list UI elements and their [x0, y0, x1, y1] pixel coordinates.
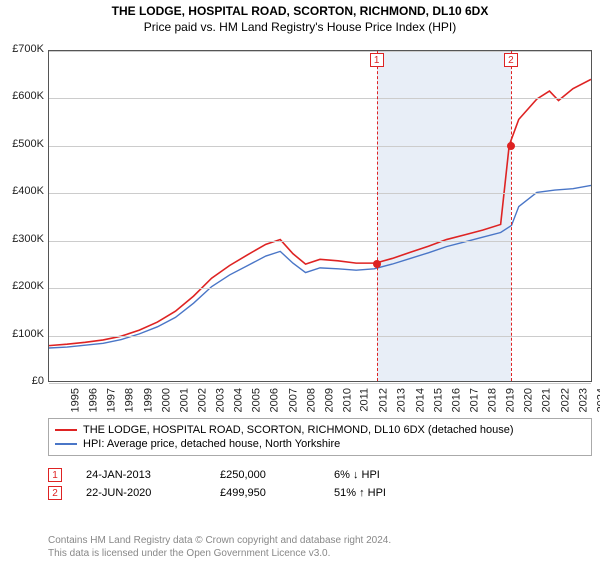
x-tick-label: 2005 [251, 388, 263, 412]
x-tick-label: 2022 [559, 388, 571, 412]
x-tick-label: 2000 [160, 388, 172, 412]
legend-swatch [55, 429, 77, 431]
sale-date: 24-JAN-2013 [86, 469, 196, 481]
x-tick-label: 2006 [269, 388, 281, 412]
x-tick-label: 1996 [88, 388, 100, 412]
chart-container: THE LODGE, HOSPITAL ROAD, SCORTON, RICHM… [0, 4, 600, 564]
x-tick-label: 2004 [233, 388, 245, 412]
x-tick-label: 2014 [414, 388, 426, 412]
y-tick-label: £600K [0, 90, 44, 102]
sales-table: 1 24-JAN-2013 £250,000 6% ↓ HPI 2 22-JUN-2020… [48, 466, 592, 502]
x-tick-label: 2001 [178, 388, 190, 412]
x-tick-label: 2016 [450, 388, 462, 412]
x-tick-label: 2002 [196, 388, 208, 412]
plot-area: 12 [48, 50, 592, 382]
legend: THE LODGE, HOSPITAL ROAD, SCORTON, RICHM… [48, 418, 592, 456]
y-tick-label: £200K [0, 280, 44, 292]
footer-line-1: Contains HM Land Registry data © Crown c… [48, 534, 592, 547]
chart-title: THE LODGE, HOSPITAL ROAD, SCORTON, RICHM… [0, 4, 600, 18]
footer-line-2: This data is licensed under the Open Gov… [48, 547, 592, 560]
x-tick-label: 1995 [69, 388, 81, 412]
x-tick-label: 2009 [323, 388, 335, 412]
sale-dot-1 [373, 260, 381, 268]
sale-row-marker: 2 [48, 486, 62, 500]
sale-row-marker: 1 [48, 468, 62, 482]
x-tick-label: 2007 [287, 388, 299, 412]
y-tick-label: £400K [0, 185, 44, 197]
sale-dot-2 [507, 142, 515, 150]
x-tick-label: 1999 [142, 388, 154, 412]
sale-row: 2 22-JUN-2020 £499,950 51% ↑ HPI [48, 484, 592, 502]
x-tick-label: 2018 [487, 388, 499, 412]
sale-row: 1 24-JAN-2013 £250,000 6% ↓ HPI [48, 466, 592, 484]
x-tick-label: 2008 [305, 388, 317, 412]
x-tick-label: 2019 [505, 388, 517, 412]
x-tick-label: 2020 [523, 388, 535, 412]
sale-price: £499,950 [220, 487, 310, 499]
sale-delta: 51% ↑ HPI [334, 487, 444, 499]
series-hpi [49, 185, 591, 348]
series-subject [49, 79, 591, 345]
y-tick-label: £300K [0, 233, 44, 245]
x-tick-label: 2010 [341, 388, 353, 412]
attribution-footer: Contains HM Land Registry data © Crown c… [48, 534, 592, 560]
chart-subtitle: Price paid vs. HM Land Registry's House … [0, 20, 600, 34]
legend-label: HPI: Average price, detached house, Nort… [83, 438, 340, 450]
y-tick-label: £500K [0, 138, 44, 150]
x-tick-label: 1997 [106, 388, 118, 412]
x-tick-label: 2023 [577, 388, 589, 412]
x-tick-label: 2003 [215, 388, 227, 412]
sale-date: 22-JUN-2020 [86, 487, 196, 499]
sale-marker-1: 1 [370, 53, 384, 67]
x-tick-label: 2024 [595, 388, 600, 412]
x-tick-label: 2021 [541, 388, 553, 412]
y-tick-label: £100K [0, 328, 44, 340]
x-tick-label: 2011 [359, 388, 371, 412]
sale-price: £250,000 [220, 469, 310, 481]
x-tick-label: 2013 [396, 388, 408, 412]
legend-label: THE LODGE, HOSPITAL ROAD, SCORTON, RICHM… [83, 424, 514, 436]
x-tick-label: 2017 [468, 388, 480, 412]
line-series-svg [49, 51, 591, 381]
legend-item: HPI: Average price, detached house, Nort… [55, 437, 585, 451]
x-tick-label: 2012 [378, 388, 390, 412]
y-tick-label: £0 [0, 375, 44, 387]
x-tick-label: 2015 [432, 388, 444, 412]
x-tick-label: 1998 [124, 388, 136, 412]
legend-swatch [55, 443, 77, 445]
sale-delta: 6% ↓ HPI [334, 469, 444, 481]
sale-marker-2: 2 [504, 53, 518, 67]
legend-item: THE LODGE, HOSPITAL ROAD, SCORTON, RICHM… [55, 423, 585, 437]
y-tick-label: £700K [0, 43, 44, 55]
